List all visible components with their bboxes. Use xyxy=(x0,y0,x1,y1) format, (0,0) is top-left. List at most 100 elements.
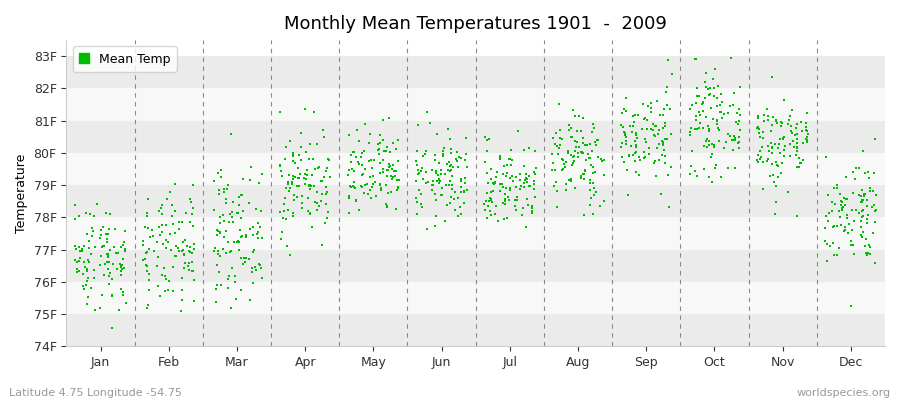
Point xyxy=(138,224,152,230)
Point xyxy=(697,108,711,114)
Point xyxy=(115,242,130,248)
Point xyxy=(852,210,867,216)
Point xyxy=(594,156,608,162)
Point xyxy=(822,210,836,216)
Point xyxy=(346,168,361,174)
Point xyxy=(344,152,358,158)
Point xyxy=(726,102,741,108)
Point xyxy=(855,196,869,203)
Point xyxy=(732,118,746,124)
Point xyxy=(597,172,611,178)
Point xyxy=(854,218,868,224)
Point xyxy=(765,145,779,151)
Point xyxy=(177,252,192,258)
Point xyxy=(589,188,603,195)
Point xyxy=(820,258,834,264)
Point xyxy=(454,154,468,161)
Point xyxy=(232,194,247,200)
Point xyxy=(303,211,318,217)
Point xyxy=(320,164,334,171)
Point xyxy=(184,198,198,205)
Point xyxy=(858,191,872,197)
Point xyxy=(279,216,293,222)
Point xyxy=(627,158,642,164)
Point xyxy=(357,166,372,172)
Point xyxy=(849,165,863,171)
Point xyxy=(446,164,460,170)
Point xyxy=(444,167,458,173)
Point xyxy=(301,208,315,214)
Point xyxy=(310,206,324,213)
Point xyxy=(300,176,314,182)
Point xyxy=(771,163,786,169)
Point xyxy=(502,187,517,193)
Point xyxy=(616,123,630,130)
Point xyxy=(799,127,814,133)
Point xyxy=(625,129,639,135)
Point xyxy=(444,194,458,200)
Point xyxy=(582,155,597,161)
Point xyxy=(371,147,385,154)
Point xyxy=(618,132,633,138)
Point xyxy=(631,112,645,119)
Bar xyxy=(67,250,885,282)
Point xyxy=(702,128,716,134)
Point xyxy=(727,164,742,171)
Point xyxy=(833,202,848,208)
Point xyxy=(487,180,501,187)
Point xyxy=(867,201,881,208)
Point xyxy=(860,252,874,258)
Point xyxy=(854,232,868,238)
Point xyxy=(569,144,583,151)
Point xyxy=(847,251,861,257)
Point xyxy=(355,184,369,191)
Point xyxy=(76,286,91,293)
Point xyxy=(436,150,450,157)
Point xyxy=(624,142,638,149)
Point xyxy=(297,174,311,181)
Point xyxy=(576,170,590,177)
Point xyxy=(496,200,510,206)
Point xyxy=(286,149,301,156)
Bar xyxy=(67,282,885,314)
Point xyxy=(854,186,868,193)
Point xyxy=(528,164,543,171)
Point xyxy=(313,178,328,184)
Point xyxy=(150,239,165,246)
Point xyxy=(860,212,875,218)
Point xyxy=(411,171,426,177)
Point xyxy=(833,222,848,229)
Point xyxy=(230,238,244,245)
Point xyxy=(713,109,727,116)
Point xyxy=(517,163,531,170)
Point xyxy=(552,100,566,107)
Point xyxy=(709,118,724,125)
Point xyxy=(690,93,705,100)
Point xyxy=(429,178,444,184)
Point xyxy=(859,250,873,256)
Point xyxy=(178,210,193,216)
Point xyxy=(298,181,312,187)
Point xyxy=(706,76,720,83)
Point xyxy=(583,177,598,184)
Point xyxy=(95,243,110,249)
Point xyxy=(101,254,115,260)
Point xyxy=(374,140,388,146)
Point xyxy=(221,182,236,188)
Y-axis label: Temperature: Temperature xyxy=(15,154,28,233)
Point xyxy=(699,136,714,142)
Point xyxy=(769,199,783,205)
Point xyxy=(243,177,257,184)
Point xyxy=(637,114,652,121)
Point xyxy=(499,173,513,180)
Point xyxy=(564,152,579,158)
Point xyxy=(238,254,253,261)
Point xyxy=(731,140,745,146)
Point xyxy=(618,130,633,136)
Point xyxy=(492,156,507,163)
Point xyxy=(648,122,662,129)
Point xyxy=(770,120,785,126)
Point xyxy=(172,219,186,226)
Point xyxy=(225,209,239,215)
Point xyxy=(428,157,443,164)
